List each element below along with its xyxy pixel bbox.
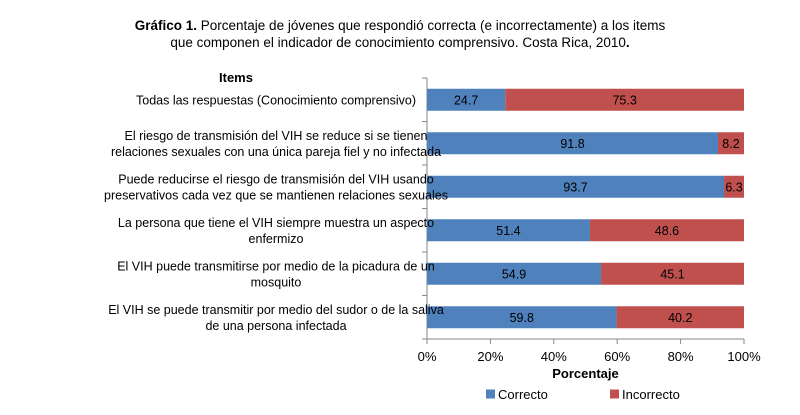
category-label: La persona que tiene el VIH siempre mues… bbox=[118, 216, 434, 246]
category-label: El riesgo de transmisión del VIH se redu… bbox=[111, 129, 441, 159]
chart-title: Gráfico 1. Porcentaje de jóvenes que res… bbox=[0, 17, 800, 51]
data-label: 8.2 bbox=[722, 137, 739, 151]
x-tick-label: 0% bbox=[418, 349, 437, 364]
x-axis-title: Porcentaje bbox=[552, 366, 618, 381]
data-label: 51.4 bbox=[496, 224, 520, 238]
data-label: 40.2 bbox=[668, 311, 692, 325]
bar-incorrecto bbox=[616, 306, 744, 329]
title-line1: Porcentaje de jóvenes que respondió corr… bbox=[197, 18, 666, 33]
bar-incorrecto bbox=[718, 132, 744, 155]
data-label: 24.7 bbox=[454, 93, 478, 107]
bar-correcto bbox=[427, 88, 506, 111]
data-label: 54.9 bbox=[502, 267, 526, 281]
data-label: 75.3 bbox=[612, 93, 636, 107]
category-label: Puede reducirse el riesgo de transmisión… bbox=[104, 172, 448, 202]
category-label: Todas las respuestas (Conocimiento compr… bbox=[136, 93, 416, 107]
bar-correcto bbox=[427, 175, 725, 198]
bar-incorrecto bbox=[601, 262, 744, 285]
legend-swatch-correcto bbox=[486, 389, 495, 399]
title-line2-end: . bbox=[625, 35, 630, 50]
data-label: 93.7 bbox=[563, 180, 587, 194]
legend-swatch-incorrecto bbox=[610, 389, 619, 399]
category-label: El VIH puede transmitirse por medio de l… bbox=[117, 259, 435, 289]
x-tick-label: 60% bbox=[604, 349, 630, 364]
title-prefix: Gráfico 1. bbox=[134, 18, 198, 33]
title-line2: que componen el indicador de conocimient… bbox=[170, 35, 626, 50]
category-header: Items bbox=[219, 70, 253, 85]
x-tick-label: 80% bbox=[668, 349, 694, 364]
bar-incorrecto bbox=[724, 175, 744, 198]
data-label: 45.1 bbox=[660, 267, 684, 281]
bar-correcto bbox=[427, 132, 719, 155]
data-label: 6.3 bbox=[725, 180, 742, 194]
bar-correcto bbox=[427, 262, 602, 285]
x-tick-label: 40% bbox=[541, 349, 567, 364]
legend-label-correcto: Correcto bbox=[498, 387, 548, 402]
data-label: 48.6 bbox=[655, 224, 679, 238]
data-label: 91.8 bbox=[560, 137, 584, 151]
x-tick-label: 20% bbox=[477, 349, 503, 364]
data-label: 59.8 bbox=[510, 311, 534, 325]
legend-label-incorrecto: Incorrecto bbox=[622, 387, 680, 402]
x-tick-label: 100% bbox=[727, 349, 761, 364]
bar-correcto bbox=[427, 219, 590, 242]
bar-incorrecto bbox=[589, 219, 744, 242]
bar-correcto bbox=[427, 306, 617, 329]
category-label: El VIH se puede transmitir por medio del… bbox=[108, 303, 444, 333]
bar-incorrecto bbox=[505, 88, 744, 111]
